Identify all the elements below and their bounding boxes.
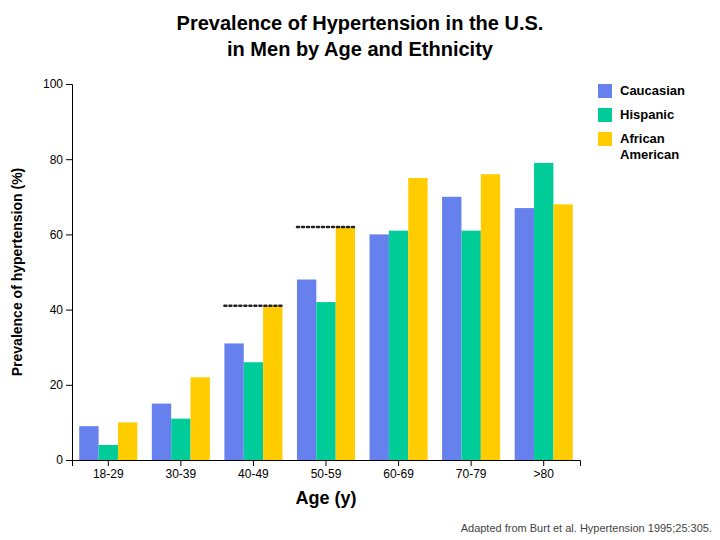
legend: Caucasian Hispanic AfricanAmerican [598,83,685,162]
tick-mark [66,159,72,160]
tick: 100 [43,77,72,91]
axis-line [66,85,73,461]
bar [79,426,98,460]
axis-line [73,461,581,467]
bar [461,231,480,460]
tick-mark [543,460,544,466]
tick-label: 80 [50,153,64,167]
tick-mark [398,460,399,466]
tick-mark [66,310,72,311]
tick-label: 18-29 [93,467,124,481]
marks [79,163,572,460]
tick: 40-49 [238,460,269,481]
tick: 50-59 [311,460,342,481]
legend-item: Hispanic [598,107,674,122]
tick-label: 60 [50,228,64,242]
plot: 0 20 40 60 80 100 18-29 30-39 40-49 50-59 60-69 70-… [43,77,581,480]
tick-label: 40 [50,303,64,317]
tick: 18-29 [93,460,124,481]
tick: 30-39 [166,460,197,481]
bar [171,419,190,460]
bar [515,208,534,460]
tick-mark [108,460,109,466]
bar [99,445,118,460]
tick-label: 30-39 [166,467,197,481]
bar [408,178,427,460]
tick: 0 [56,453,72,467]
tick-mark [66,234,72,235]
bar [389,231,408,460]
y-axis: 0 20 40 60 80 100 [43,77,73,467]
bar [553,204,572,460]
bar [263,306,282,460]
legend-label: AfricanAmerican [620,131,679,162]
reference-line [297,226,355,229]
tick-label: 20 [50,378,64,392]
x-axis: 18-29 30-39 40-49 50-59 60-69 70-79 >80 [73,460,581,481]
subtitle: in Men by Age and Ethnicity [227,38,494,60]
tick: 60-69 [383,460,414,481]
reference-line [224,305,282,308]
tick-mark [66,460,72,461]
legend-item: AfricanAmerican [598,131,679,162]
tick-mark [66,385,72,386]
tick: 70-79 [456,460,487,481]
bar [370,234,389,460]
legend-swatch [598,108,612,122]
footnote: Adapted from Burt et al. Hypertension 19… [461,522,712,534]
title: Prevalence of Hypertension in the U.S. [177,12,544,34]
legend-label: Hispanic [620,107,674,122]
bar [118,422,137,460]
bar [191,377,210,460]
bar [152,404,171,460]
tick: >80 [534,460,555,481]
series [79,197,534,460]
legend-swatch [598,84,612,98]
y-axis-title: Prevalence of hypertension (%) [9,168,25,377]
tick-label: 60-69 [383,467,414,481]
tick-mark [471,460,472,466]
tick: 20 [50,378,72,392]
tick: 40 [50,303,72,317]
tick-label: 100 [43,77,63,91]
tick: 80 [50,153,72,167]
bar [316,302,335,460]
legend-swatch [598,132,612,146]
bar [534,163,553,460]
tick-mark [180,460,181,466]
tick: 60 [50,228,72,242]
bar [244,362,263,460]
bar [336,227,355,460]
chart: Prevalence of Hypertension in the U.S. in… [0,0,720,540]
tick-label: 70-79 [456,467,487,481]
bar [481,174,500,460]
series [118,174,573,460]
tick-mark [66,84,72,85]
series [99,163,554,460]
tick-label: 0 [56,453,63,467]
legend-item: Caucasian [598,83,685,98]
bar [442,197,461,460]
tick-label: 40-49 [238,467,269,481]
x-axis-title: Age (y) [295,488,356,508]
tick-label: >80 [534,467,555,481]
tick-mark [326,460,327,466]
bar [224,343,243,460]
tick-label: 50-59 [311,467,342,481]
bar [297,280,316,460]
legend-label: Caucasian [620,83,685,98]
tick-mark [253,460,254,466]
